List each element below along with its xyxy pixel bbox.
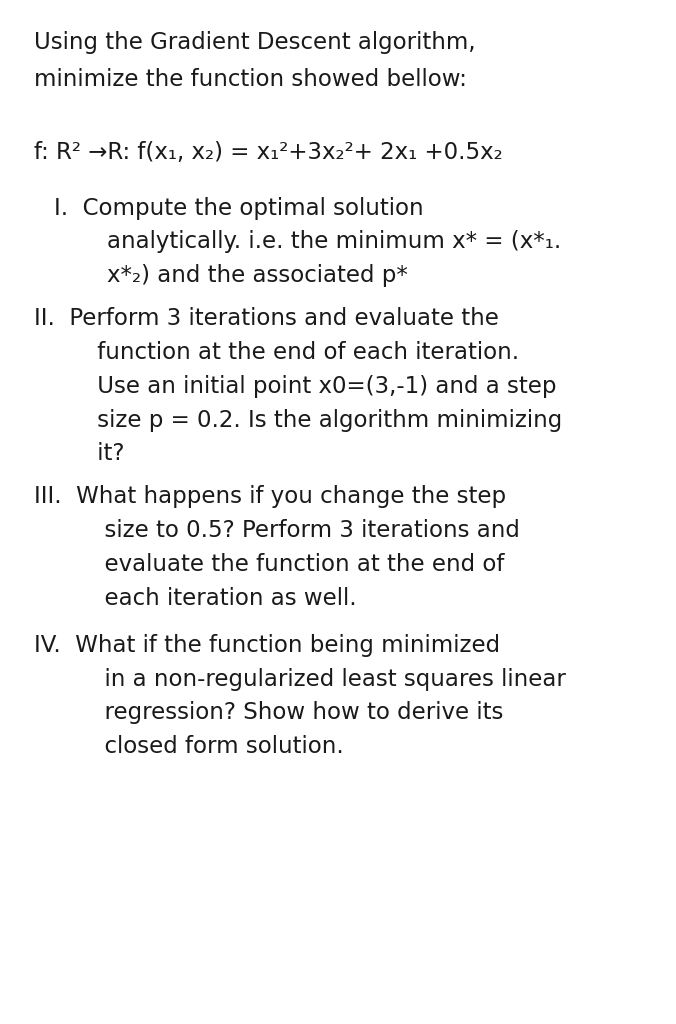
Text: IV.  What if the function being minimized: IV. What if the function being minimized [34,634,500,656]
Text: size to 0.5? Perform 3 iterations and: size to 0.5? Perform 3 iterations and [61,519,520,542]
Text: minimize the function showed bellow:: minimize the function showed bellow: [34,68,466,90]
Text: Using the Gradient Descent algorithm,: Using the Gradient Descent algorithm, [34,31,475,53]
Text: in a non-regularized least squares linear: in a non-regularized least squares linea… [61,668,566,690]
Text: each iteration as well.: each iteration as well. [61,587,356,609]
Text: function at the end of each iteration.: function at the end of each iteration. [61,341,519,364]
Text: regression? Show how to derive its: regression? Show how to derive its [61,701,503,724]
Text: evaluate the function at the end of: evaluate the function at the end of [61,553,504,575]
Text: f: R² →R: f(x₁, x₂) = x₁²+3x₂²+ 2x₁ +0.5x₂: f: R² →R: f(x₁, x₂) = x₁²+3x₂²+ 2x₁ +0.5… [34,141,502,164]
Text: closed form solution.: closed form solution. [61,735,343,758]
Text: III.  What happens if you change the step: III. What happens if you change the step [34,485,506,508]
Text: I.  Compute the optimal solution: I. Compute the optimal solution [54,197,424,219]
Text: II.  Perform 3 iterations and evaluate the: II. Perform 3 iterations and evaluate th… [34,307,499,330]
Text: x*₂) and the associated p*: x*₂) and the associated p* [78,264,408,287]
Text: analytically. i.e. the minimum x* = (x*₁.: analytically. i.e. the minimum x* = (x*₁… [78,230,561,253]
Text: Use an initial point x0=(3,-1) and a step: Use an initial point x0=(3,-1) and a ste… [61,375,556,397]
Text: it?: it? [61,442,124,465]
Text: size p = 0.2. Is the algorithm minimizing: size p = 0.2. Is the algorithm minimizin… [61,409,562,431]
